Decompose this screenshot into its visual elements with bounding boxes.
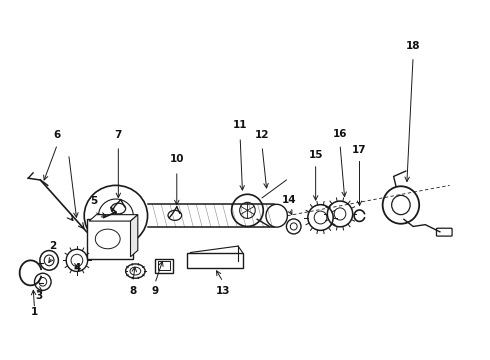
- Text: 6: 6: [54, 130, 61, 140]
- Text: 8: 8: [129, 286, 137, 296]
- FancyBboxPatch shape: [155, 258, 173, 273]
- Text: 18: 18: [406, 41, 420, 51]
- Text: 1: 1: [31, 307, 38, 317]
- FancyBboxPatch shape: [158, 261, 170, 270]
- Text: 10: 10: [170, 154, 184, 163]
- Text: 13: 13: [216, 286, 230, 296]
- Text: 3: 3: [35, 291, 43, 301]
- Text: 16: 16: [333, 129, 347, 139]
- Text: 7: 7: [115, 130, 122, 140]
- Text: 14: 14: [282, 195, 296, 204]
- Text: 11: 11: [233, 120, 247, 130]
- FancyBboxPatch shape: [437, 228, 452, 236]
- FancyBboxPatch shape: [87, 219, 133, 258]
- Text: 5: 5: [90, 197, 98, 206]
- Polygon shape: [89, 215, 138, 221]
- Text: 17: 17: [352, 145, 367, 155]
- Text: 4: 4: [73, 262, 80, 273]
- FancyBboxPatch shape: [187, 252, 243, 267]
- Text: 2: 2: [49, 241, 56, 251]
- Text: 12: 12: [255, 130, 270, 140]
- Text: 9: 9: [151, 286, 158, 296]
- Polygon shape: [130, 215, 138, 257]
- Text: 15: 15: [308, 150, 323, 160]
